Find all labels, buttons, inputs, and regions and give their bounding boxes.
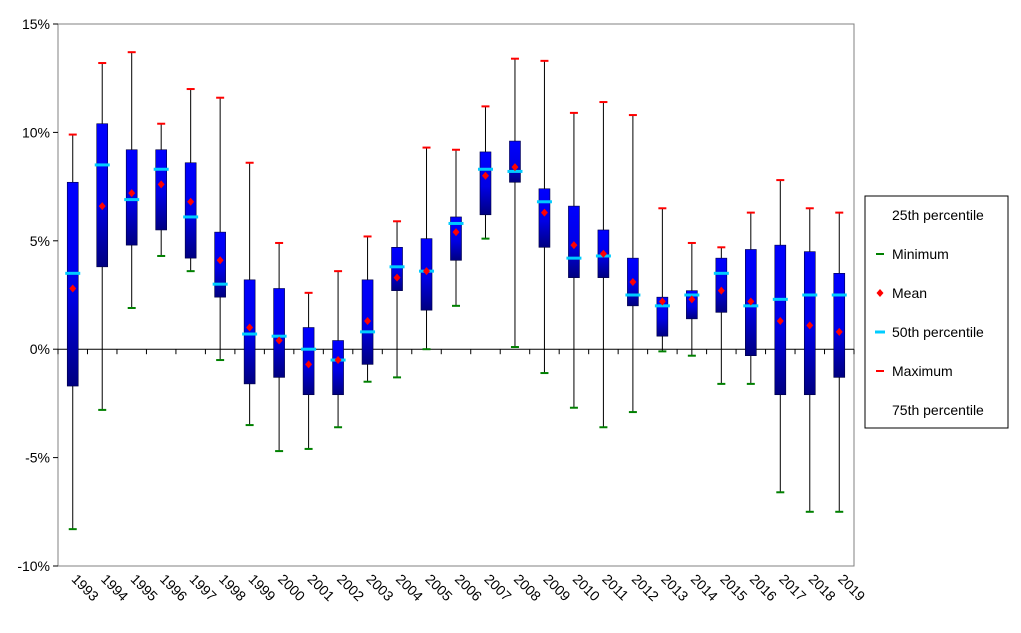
y-tick-label: 10% bbox=[22, 124, 50, 140]
legend-item: Mean bbox=[876, 285, 927, 301]
mean-mark-2003 bbox=[364, 317, 372, 326]
x-tick-label: 1995 bbox=[128, 571, 161, 604]
mean-mark-2002 bbox=[334, 356, 342, 365]
box-2014 bbox=[686, 290, 698, 320]
x-tick-label: 2014 bbox=[688, 571, 721, 604]
legend: 25th percentile Minimum Mean 50th percentil… bbox=[864, 195, 1009, 429]
x-tick-label: 2018 bbox=[806, 571, 839, 604]
legend-label: Mean bbox=[892, 285, 927, 301]
x-tick-label: 1993 bbox=[69, 571, 102, 604]
box-2008 bbox=[509, 140, 521, 183]
x-tick-label: 2003 bbox=[363, 571, 396, 604]
mean-mark-2014 bbox=[688, 295, 696, 304]
legend-item: Minimum bbox=[876, 246, 949, 262]
mean-mark-2011 bbox=[599, 249, 607, 258]
mean-mark-2012 bbox=[629, 277, 637, 286]
x-tick-label: 2012 bbox=[629, 571, 662, 604]
x-tick-label: 2007 bbox=[481, 571, 514, 604]
y-tick-label: -5% bbox=[25, 450, 50, 466]
box-2007 bbox=[479, 151, 492, 216]
legend-label: 25th percentile bbox=[892, 207, 984, 223]
legend-item: Maximum bbox=[876, 363, 953, 379]
legend-marker bbox=[876, 289, 884, 297]
mean-mark-1994 bbox=[98, 202, 106, 211]
box-2019 bbox=[833, 273, 846, 378]
mean-mark-1998 bbox=[216, 256, 224, 265]
x-tick-label: 2011 bbox=[599, 571, 632, 604]
mean-mark-2009 bbox=[540, 208, 548, 217]
box-1993 bbox=[66, 181, 79, 387]
box-2015 bbox=[715, 257, 728, 313]
x-tick-labels: 1993199419951996199719981999200020012002… bbox=[69, 571, 869, 604]
x-tick-label: 2002 bbox=[334, 571, 367, 604]
x-tick-label: 2015 bbox=[717, 571, 750, 604]
legend-item: 50th percentile bbox=[875, 324, 984, 340]
mean-mark-2001 bbox=[305, 360, 313, 369]
mean-mark-2005 bbox=[423, 267, 431, 276]
mean-mark-2013 bbox=[658, 297, 666, 306]
legend-item: 75th percentile bbox=[892, 402, 984, 418]
box-2009 bbox=[538, 188, 551, 248]
legend-item: 25th percentile bbox=[892, 207, 984, 223]
x-tick-label: 2010 bbox=[570, 571, 603, 604]
x-tick-label: 2013 bbox=[658, 571, 691, 604]
box-1999 bbox=[243, 279, 256, 385]
x-tick-label: 1999 bbox=[246, 571, 279, 604]
mean-mark-1993 bbox=[69, 284, 77, 293]
mean-mark-2016 bbox=[747, 297, 755, 306]
legend-label: Minimum bbox=[892, 246, 949, 262]
marks-layer bbox=[65, 51, 847, 531]
box-2000 bbox=[273, 288, 285, 378]
legend-label: 50th percentile bbox=[892, 324, 984, 340]
y-tick-labels: -10% -5% 0% 5% 10% 15% bbox=[17, 16, 50, 574]
mean-mark-1999 bbox=[246, 323, 254, 332]
x-tick-label: 2016 bbox=[747, 571, 780, 604]
box-1997 bbox=[184, 162, 197, 259]
legend-box bbox=[864, 195, 1009, 429]
x-tick-label: 1998 bbox=[216, 571, 249, 604]
x-tick-label: 2008 bbox=[511, 571, 544, 604]
mean-mark-2006 bbox=[452, 228, 460, 237]
mean-mark-1996 bbox=[157, 180, 165, 189]
x-tick-label: 2004 bbox=[393, 571, 426, 604]
x-tick-label: 2019 bbox=[835, 571, 868, 604]
y-tick-label: 0% bbox=[30, 341, 50, 357]
mean-mark-2008 bbox=[511, 163, 519, 172]
box-1995 bbox=[125, 149, 138, 246]
box-2004 bbox=[391, 247, 403, 291]
mean-mark-2010 bbox=[570, 241, 578, 250]
x-tick-label: 1994 bbox=[98, 571, 131, 604]
x-tick-label: 2009 bbox=[540, 571, 573, 604]
mean-mark-2018 bbox=[806, 321, 814, 330]
box-1996 bbox=[155, 149, 167, 231]
box-1998 bbox=[214, 231, 226, 298]
x-tick-label: 2017 bbox=[776, 571, 809, 604]
y-tick-label: 15% bbox=[22, 16, 50, 32]
mean-mark-2004 bbox=[393, 273, 401, 282]
legend-label: 75th percentile bbox=[892, 402, 984, 418]
y-tick-label: 5% bbox=[30, 233, 50, 249]
x-tick-label: 2006 bbox=[452, 571, 485, 604]
x-tick-label: 2001 bbox=[304, 571, 337, 604]
mean-mark-2000 bbox=[275, 336, 283, 345]
mean-mark-2007 bbox=[481, 171, 489, 180]
box-1994 bbox=[96, 123, 109, 268]
x-tick-label: 2005 bbox=[422, 571, 455, 604]
y-tick-label: -10% bbox=[17, 558, 50, 574]
mean-mark-2015 bbox=[717, 286, 725, 295]
box-2002 bbox=[332, 340, 344, 396]
x-tick-label: 1996 bbox=[157, 571, 190, 604]
mean-mark-2019 bbox=[835, 327, 843, 336]
legend-label: Maximum bbox=[892, 363, 953, 379]
mean-mark-1995 bbox=[128, 189, 136, 198]
mean-mark-2017 bbox=[776, 317, 784, 326]
x-tick-label: 1997 bbox=[187, 571, 220, 604]
box-2006 bbox=[450, 216, 462, 261]
box-2013 bbox=[656, 296, 669, 337]
mean-mark-1997 bbox=[187, 197, 195, 206]
x-tick-label: 2000 bbox=[275, 571, 308, 604]
